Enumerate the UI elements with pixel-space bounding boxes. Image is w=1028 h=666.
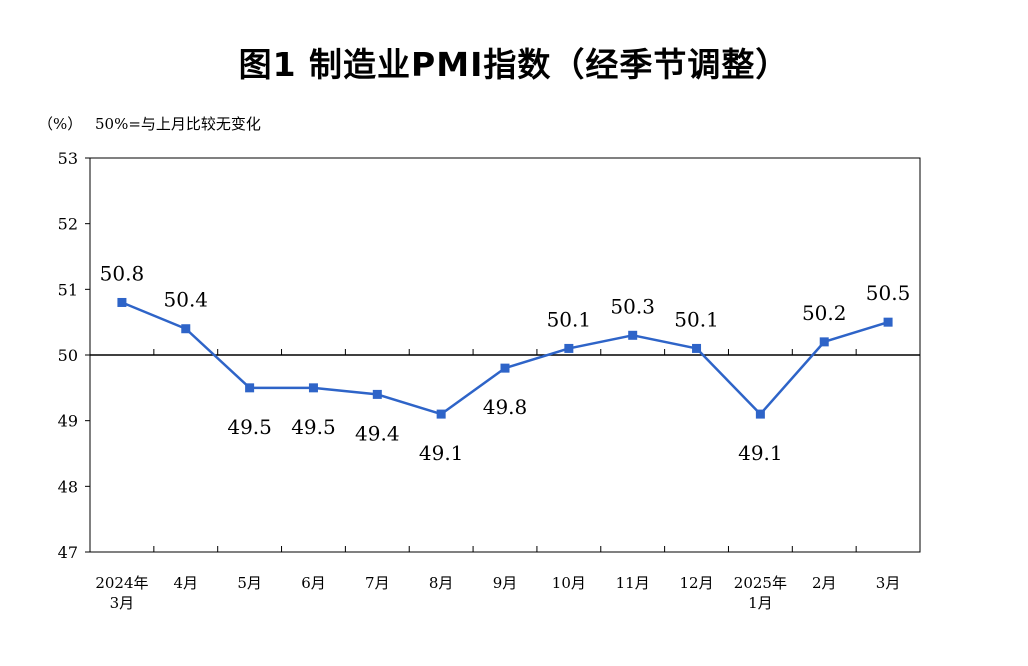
x-tick-label: 2月	[812, 574, 837, 592]
x-tick-label: 2024年	[95, 574, 148, 592]
x-tick-label: 3月	[876, 574, 901, 592]
data-label: 50.3	[610, 294, 655, 318]
x-tick-label: 12月	[679, 574, 713, 592]
data-point	[628, 330, 638, 340]
data-label: 50.8	[100, 261, 145, 285]
y-tick-label: 49	[58, 412, 78, 431]
data-label: 49.8	[483, 395, 528, 419]
data-point	[755, 409, 765, 419]
data-label: 49.5	[291, 415, 336, 439]
data-point	[500, 363, 510, 373]
data-point	[245, 383, 255, 393]
x-tick-label: 3月	[110, 594, 135, 612]
x-tick-label: 11月	[616, 574, 650, 592]
reference-note: 50%=与上月比较无变化	[95, 115, 261, 133]
chart-title: 图1 制造业PMI指数（经季节调整）	[238, 45, 790, 84]
x-tick-label: 8月	[429, 574, 454, 592]
y-tick-label: 47	[58, 543, 78, 562]
data-point	[117, 297, 127, 307]
data-point	[819, 337, 829, 347]
data-label: 50.1	[674, 307, 719, 331]
data-point	[181, 324, 191, 334]
y-tick-label: 53	[58, 149, 78, 168]
x-tick-label: 5月	[237, 574, 262, 592]
data-point	[692, 343, 702, 353]
data-point	[883, 317, 893, 327]
data-point	[308, 383, 318, 393]
x-tick-label: 6月	[301, 574, 326, 592]
y-tick-label: 51	[58, 280, 78, 299]
data-label: 50.2	[802, 301, 847, 325]
y-axis-unit-label: （%）	[38, 115, 83, 133]
data-label: 50.4	[164, 288, 209, 312]
y-tick-label: 48	[58, 477, 78, 496]
x-tick-label: 9月	[493, 574, 518, 592]
data-point	[436, 409, 446, 419]
data-label: 49.4	[355, 421, 400, 445]
data-point	[372, 389, 382, 399]
x-tick-label: 10月	[552, 574, 586, 592]
x-tick-label: 1月	[748, 594, 773, 612]
data-label: 50.5	[866, 281, 911, 305]
data-label: 50.1	[547, 307, 592, 331]
x-tick-label: 7月	[365, 574, 390, 592]
data-label: 49.1	[419, 441, 464, 465]
data-point	[564, 343, 574, 353]
x-tick-label: 2025年	[734, 574, 787, 592]
data-label: 49.1	[738, 441, 783, 465]
data-label: 49.5	[227, 415, 272, 439]
x-tick-label: 4月	[173, 574, 198, 592]
y-tick-label: 52	[58, 215, 78, 234]
y-tick-label: 50	[58, 346, 78, 365]
